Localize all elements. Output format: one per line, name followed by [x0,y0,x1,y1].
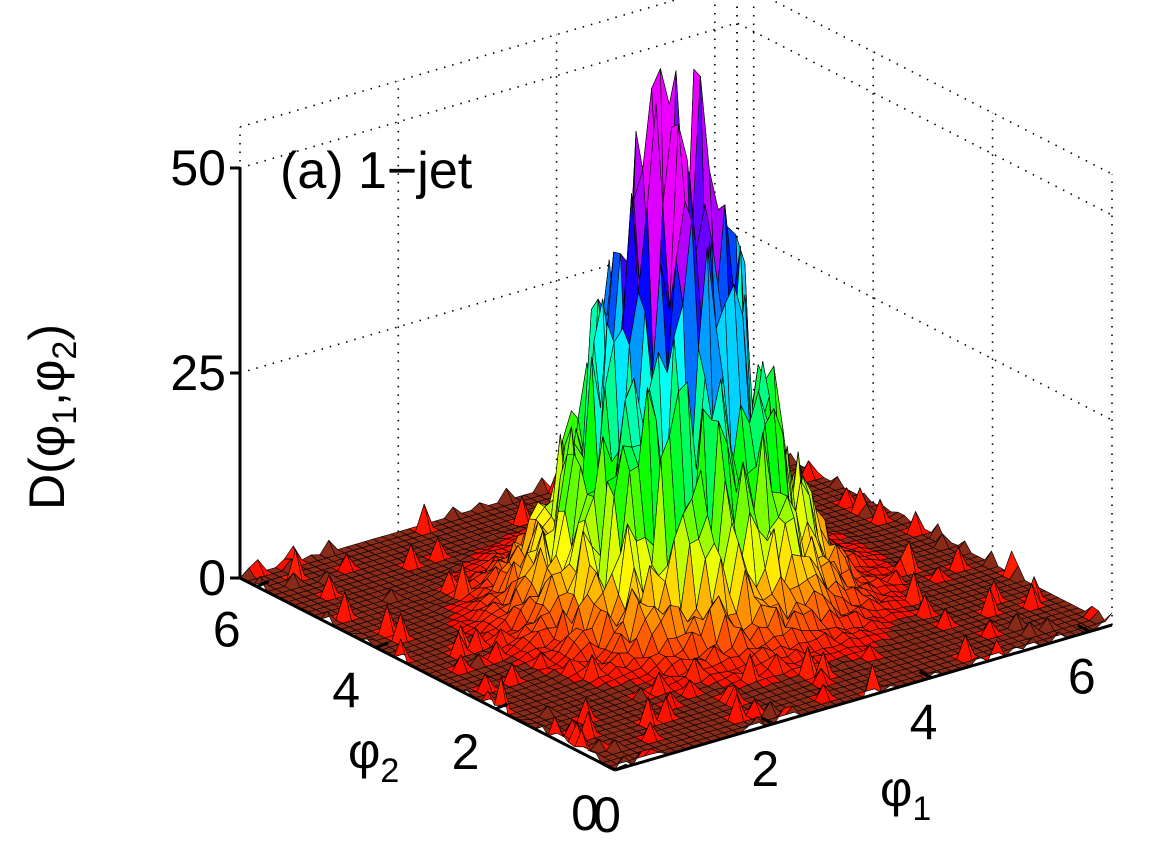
y-tick-label: 4 [332,663,360,719]
x-axis-line [614,623,1113,772]
chart-annotation: (a) 1−jet [280,142,473,200]
x-tick-label: 4 [910,695,938,751]
x-tick-label: 0 [593,787,621,843]
z-tick-label: 0 [198,550,226,606]
y-tick [256,580,270,588]
x-tick [760,716,774,726]
z-axis-label: D(φ1,φ2) [19,324,84,510]
x-tick-label: 2 [751,741,779,797]
y-axis-line [239,576,616,772]
x-tick [1077,624,1091,633]
z-tick-label: 25 [170,345,226,401]
y-tick [375,641,389,650]
x-axis-label: φ1 [880,761,931,828]
y-tick-label: 2 [452,724,480,780]
svg-text:D(φ1,φ2): D(φ1,φ2) [19,324,84,510]
x-tick-label: 6 [1068,648,1096,704]
surface-plot [239,68,1113,770]
y-tick-label: 6 [213,602,241,658]
y-tick [614,763,628,772]
y-tick-label: 0 [571,785,599,841]
axes [230,166,1113,772]
x-tick [918,670,933,679]
y-tick [494,702,509,711]
x-tick [602,762,616,772]
y-axis-label: φ2 [348,723,399,790]
z-tick-label: 50 [170,140,226,196]
